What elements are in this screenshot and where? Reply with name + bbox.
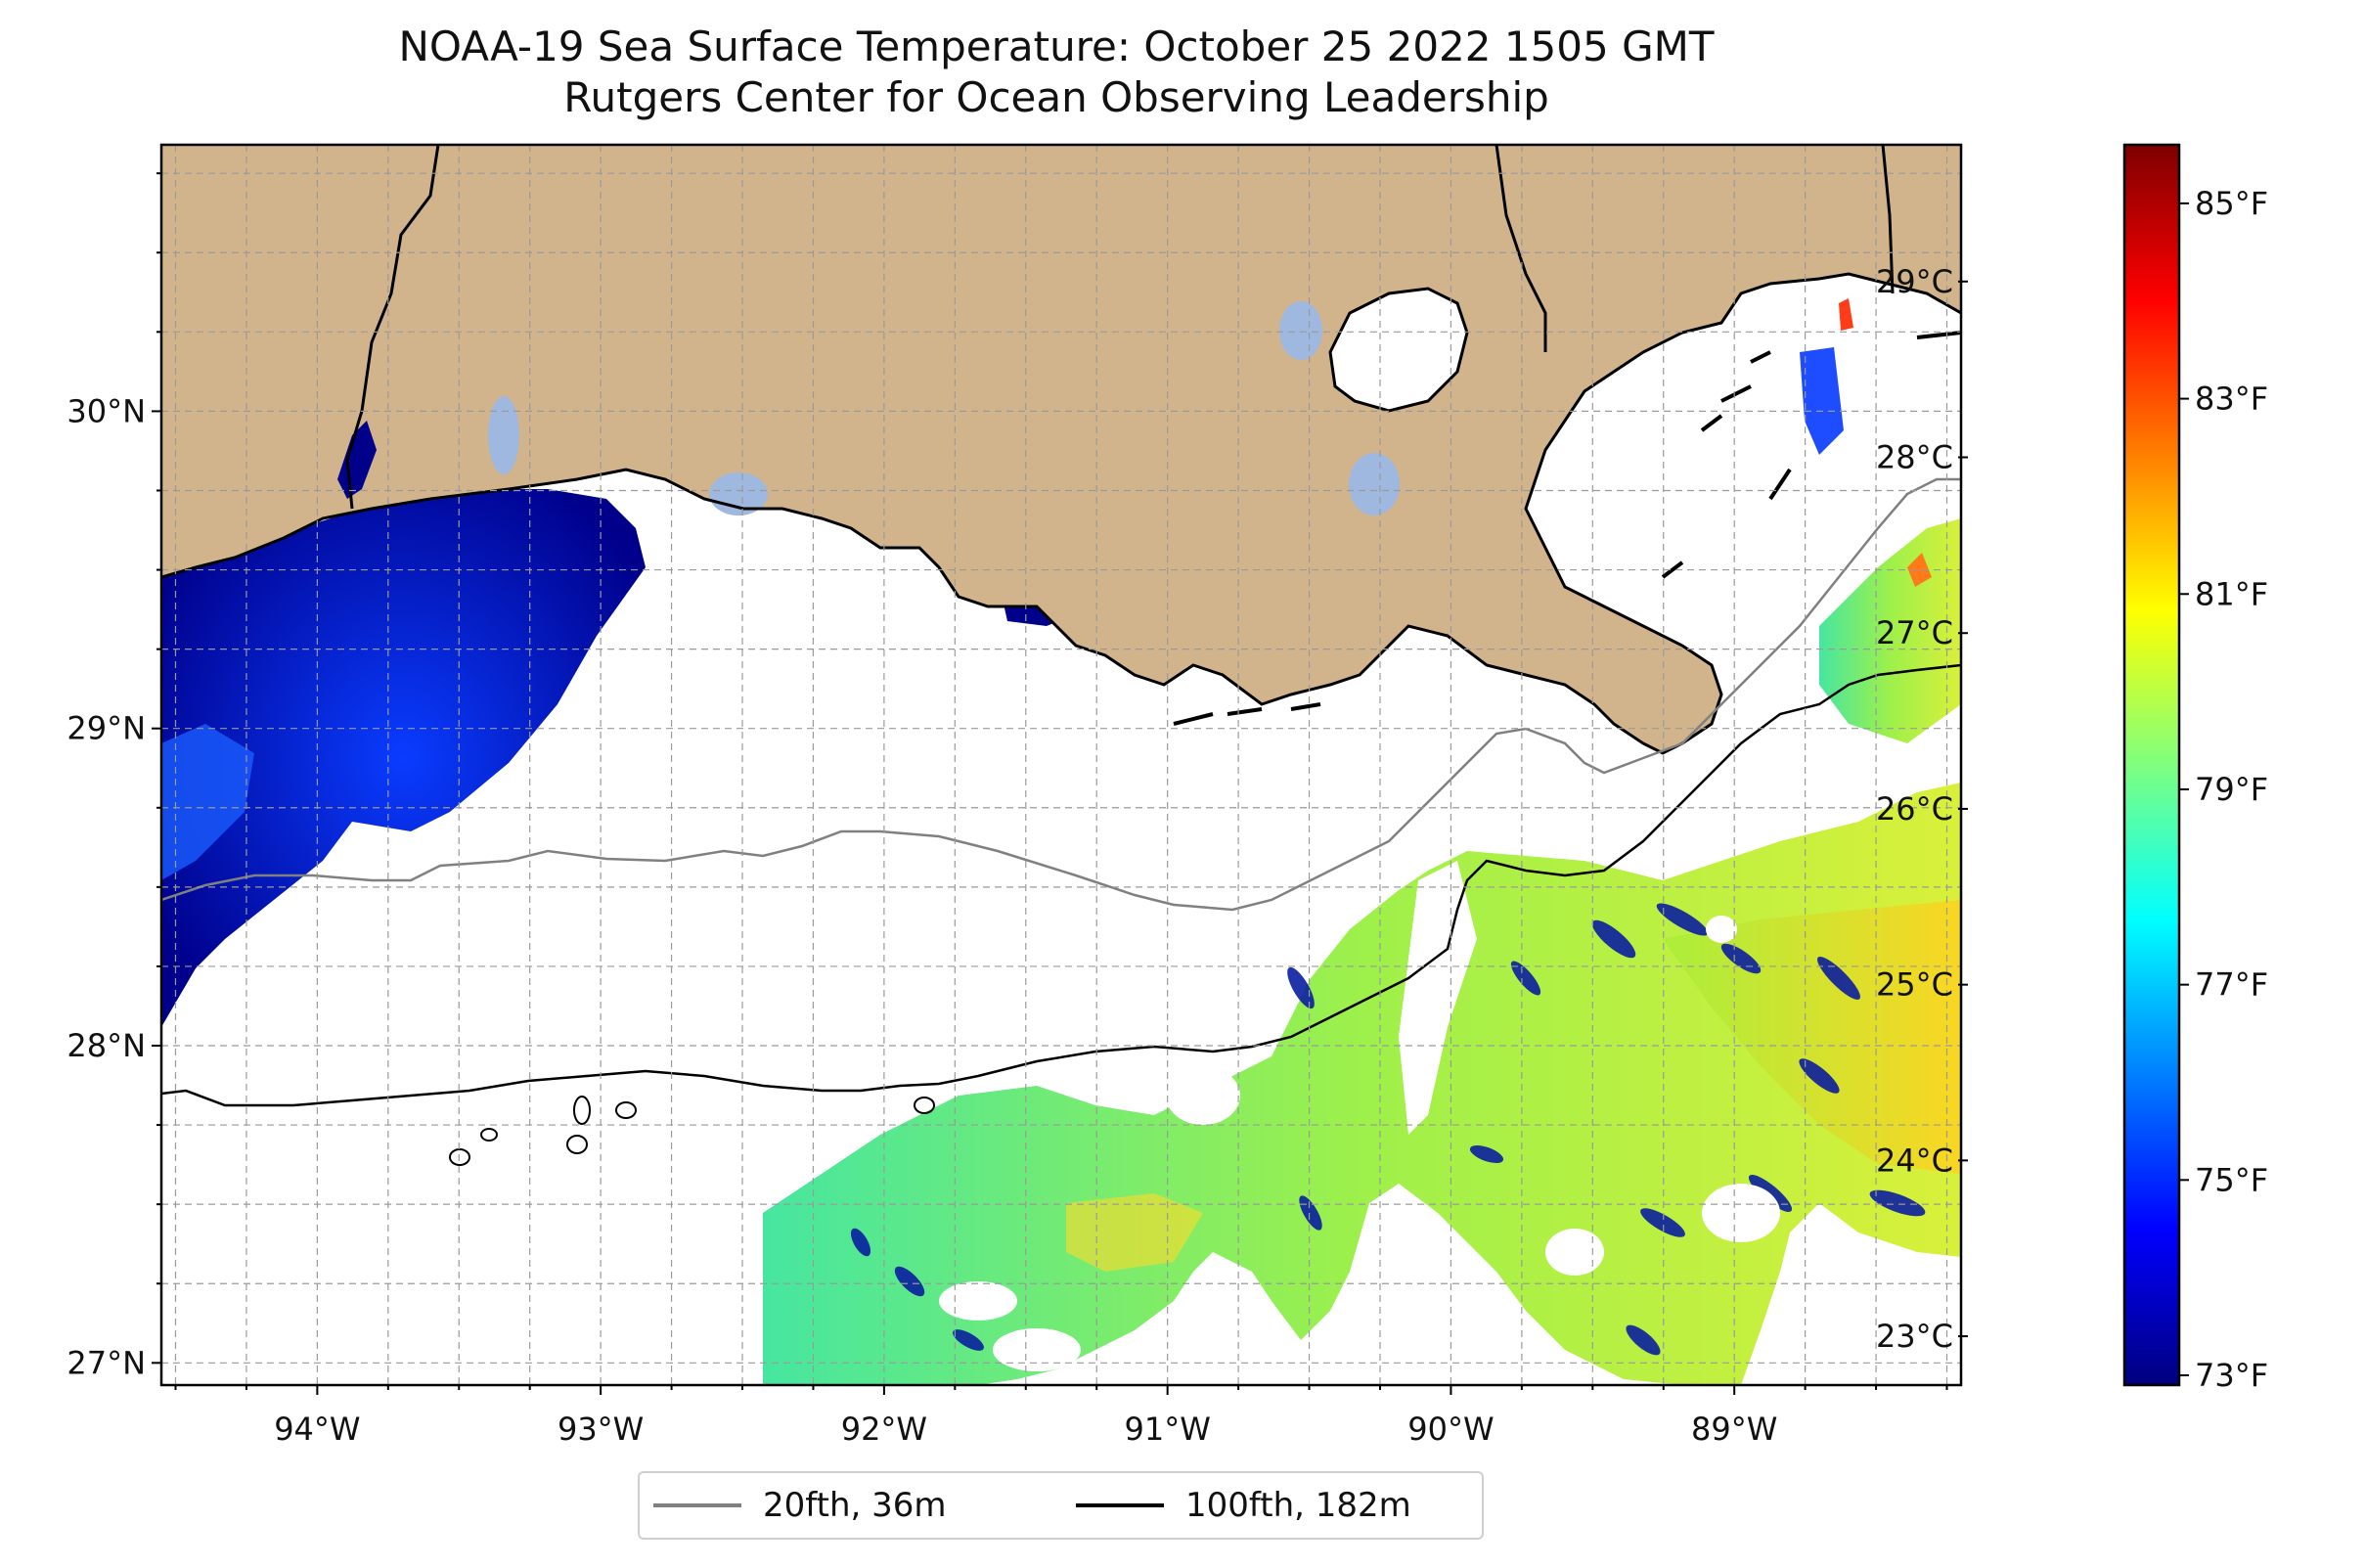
lon-tick-labels: 94°W 93°W 92°W 91°W 90°W 89°W [274,1411,1777,1448]
colorbar-ticks [1958,202,2189,1377]
land-mass [161,145,1961,753]
legend-label-20fth: 20fth, 36m [763,1486,947,1525]
colorbar-c-label: 23°C [1876,1318,1953,1355]
sst-offshore-field-1 [763,783,1961,1385]
lon-tick-label: 93°W [558,1411,644,1448]
colorbar [2122,143,2181,1387]
lake-sabine-water [337,421,377,499]
legend-entry-20fth: 20fth, 36m [653,1473,947,1538]
colorbar-f-label: 85°F [2195,185,2268,222]
lake-calcasieu [488,396,519,474]
seafloor-features [449,1096,935,1166]
lon-tick-label: 94°W [274,1411,360,1448]
sst-east-warm-spot-2 [1839,298,1853,331]
legend-swatch-20fth [653,1503,741,1507]
inland-lakes [488,301,1400,515]
map-ticks [152,172,1948,1395]
sst-cold-streaks [850,903,1926,1356]
colorbar-f-label: 73°F [2195,1357,2268,1394]
lat-tick-label: 28°N [67,1027,146,1064]
colorbar-f-label: 75°F [2195,1161,2268,1198]
isobath-20fth [161,477,1961,912]
sst-offshore-warm-band [1066,1193,1203,1272]
title-line-1: NOAA-19 Sea Surface Temperature: October… [398,22,1715,70]
lon-tick-label: 89°W [1691,1411,1777,1448]
border-tx-la [345,145,440,510]
colorbar-c-label: 29°C [1876,263,1953,300]
border-la-ms [1495,145,1547,352]
barrier-islands [1173,331,1961,726]
isobath-100fth [161,663,1961,1107]
border-ms-al [1881,145,1895,294]
depth-legend: 20fth, 36m 100fth, 182m [638,1471,1484,1540]
colorbar-f-label: 83°F [2195,381,2268,418]
lake-pontchartrain [1328,287,1469,413]
state-borders [345,145,1895,510]
colorbar-c-label: 27°C [1876,614,1953,651]
map-area [161,145,1961,1385]
lon-tick-label: 90°W [1407,1411,1494,1448]
legend-label-100fth: 100fth, 182m [1185,1486,1411,1525]
lake-verret [1349,453,1400,515]
colorbar-c-label: 25°C [1876,966,1953,1004]
title-line-2: Rutgers Center for Ocean Observing Leade… [563,73,1549,121]
sst-offshore-warm-east [1663,900,1961,1174]
sst-no-data-holes [939,861,1858,1377]
legend-entry-100fth: 100fth, 182m [1076,1473,1411,1538]
lat-tick-label: 30°N [67,392,146,429]
colorbar-c-label: 28°C [1876,438,1953,475]
coastline [161,272,1961,755]
lat-tick-label: 29°N [67,710,146,747]
sst-east-small-patch [1800,347,1844,455]
lake-pontchartrain-area [1279,301,1322,360]
colorbar-f-label: 81°F [2195,575,2268,612]
colorbar-f-label: 77°F [2195,966,2268,1004]
lat-tick-labels: 30°N 29°N 28°N 27°N [67,392,146,1381]
lon-tick-label: 91°W [1124,1411,1210,1448]
map-frame [159,143,1963,1387]
sst-east-warm-spot [1907,553,1932,587]
colorbar-labels: 73°F 75°F 77°F 79°F 81°F 83°F 85°F 23°C 24°C 25°C… [1876,185,2268,1394]
colorbar-c-label: 26°C [1876,790,1953,828]
map-title: NOAA-19 Sea Surface Temperature: October… [0,22,2113,123]
graticule [161,145,1961,1385]
lat-tick-label: 27°N [67,1344,146,1381]
sst-cold-blue-lighter [161,724,254,880]
legend-swatch-100fth [1076,1503,1164,1507]
colorbar-c-label: 24°C [1876,1142,1953,1179]
colorbar-f-label: 79°F [2195,771,2268,808]
lon-tick-label: 92°W [841,1411,927,1448]
sst-cold-coastal-patch [161,489,646,1027]
